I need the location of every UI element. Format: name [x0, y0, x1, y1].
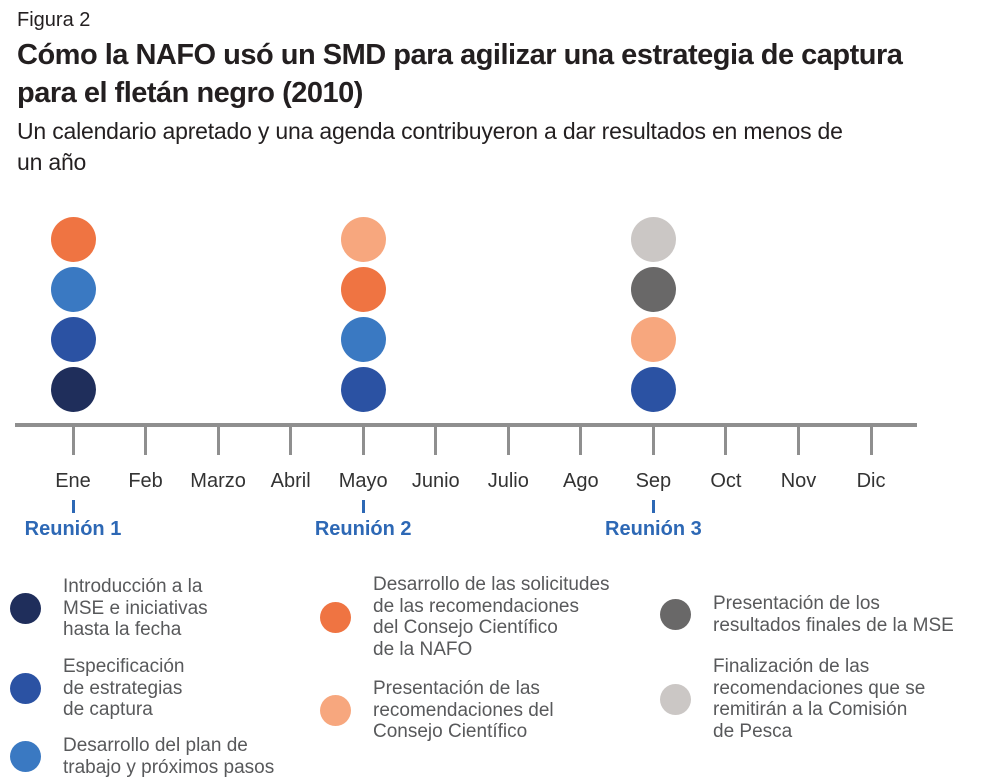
legend-text-line-2: resultados finales de la MSE: [713, 614, 954, 636]
meeting-2-dot-medium-blue: [340, 316, 386, 362]
month-label-sep: Sep: [635, 470, 672, 492]
month-label-julio: Julio: [487, 470, 529, 492]
figure-subtitle-line-2: un año: [17, 149, 87, 175]
legend-text-line-1: Presentación de los: [713, 593, 880, 614]
legend-item-text: Presentación de los resultados finales de…: [713, 593, 954, 636]
month-label-ene: Ene: [55, 470, 91, 492]
month-label-feb: Feb: [128, 470, 163, 492]
legend-text-line-1: Especificación: [63, 656, 185, 677]
legend-text-line-1: Desarrollo del plan de: [63, 735, 248, 756]
legend-text-line-3: Consejo Científico: [373, 721, 528, 742]
month-tick-oct: [724, 424, 728, 455]
month-label-marzo: Marzo: [190, 470, 246, 492]
legend-item-text: Desarrollo de las solicitudes de las reco…: [373, 574, 610, 660]
meeting-1-tick: [71, 500, 75, 513]
legend-item-dark-blue: Especificación de estrategias de captura: [10, 656, 184, 721]
legend-text-line-4: de la NAFO: [373, 638, 473, 660]
meeting-2-dot-orange: [340, 266, 386, 312]
legend-text-line-1: Introducción a la: [63, 576, 203, 597]
figure-title: Cómo la NAFO usó un SMD para agilizar un…: [17, 36, 903, 112]
meeting-2-tick: [361, 500, 365, 513]
legend-item-light-gray: Finalización de las recomendaciones que s…: [660, 656, 925, 742]
month-tick-sep: [651, 424, 655, 455]
legend-text-line-3: del Consejo Científico: [373, 617, 558, 638]
legend-text-line-3: remitirán a la Comisión: [713, 699, 908, 720]
legend-item-text: Finalización de las recomendaciones que s…: [713, 656, 925, 742]
legend-text-line-2: MSE e iniciativas: [63, 597, 208, 619]
month-tick-ene: [71, 424, 75, 455]
meeting-1-dot-dark-blue: [50, 316, 96, 362]
legend-text-line-2: de estrategias: [63, 677, 183, 699]
meeting-3-dot-light-gray: [630, 216, 676, 262]
month-tick-julio: [506, 424, 510, 455]
meeting-1-dot-medium-blue: [50, 266, 96, 312]
legend-item-navy: Introducción a la MSE e iniciativas hasta …: [10, 576, 208, 641]
legend-text-line-1: Presentación de las: [373, 678, 540, 699]
figure-title-line-2: para el fletán negro (2010): [17, 77, 363, 109]
meeting-3-tick: [651, 500, 655, 513]
meeting-1-label: Reunión 1: [24, 518, 122, 540]
legend-item-text: Especificación de estrategias de captura: [63, 656, 184, 721]
figure-label: Figura 2: [17, 9, 91, 31]
month-tick-dic: [869, 424, 873, 455]
month-tick-junio: [434, 424, 438, 455]
dark-gray-dot-icon: [660, 599, 691, 630]
month-label-dic: Dic: [856, 470, 886, 492]
figure-subtitle-line-1: Un calendario apretado y una agenda cont…: [17, 118, 843, 144]
legend-text-line-1: Desarrollo de las solicitudes: [373, 574, 610, 595]
legend-item-dark-gray: Presentación de los resultados finales de…: [660, 593, 954, 636]
month-tick-abril: [289, 424, 293, 455]
month-tick-ago: [579, 424, 583, 455]
navy-dot-icon: [10, 592, 41, 624]
meeting-2-dot-dark-blue: [340, 366, 386, 412]
legend-text-line-2: recomendaciones del: [373, 699, 554, 721]
legend-text-line-3: de captura: [63, 699, 153, 720]
meeting-2-label: Reunión 2: [314, 518, 412, 540]
meeting-1-dot-navy: [50, 366, 96, 412]
legend-text-line-3: hasta la fecha: [63, 619, 182, 640]
legend-item-text: Introducción a la MSE e iniciativas hasta …: [63, 576, 208, 641]
meeting-3-dot-dark-blue: [630, 366, 676, 412]
meeting-3-label: Reunión 3: [605, 518, 702, 540]
legend-text-line-2: de las recomendaciones: [373, 595, 579, 617]
month-label-nov: Nov: [780, 470, 817, 492]
month-tick-nov: [797, 424, 800, 455]
figure-subtitle: Un calendario apretado y una agenda cont…: [17, 116, 843, 178]
month-label-abril: Abril: [270, 470, 311, 492]
month-tick-feb: [144, 424, 148, 455]
legend-text-line-2: recomendaciones que se: [713, 677, 926, 699]
salmon-dot-icon: [320, 694, 351, 726]
figure-title-line-1: Cómo la NAFO usó un SMD para agilizar un…: [17, 39, 903, 71]
month-label-ago: Ago: [563, 470, 599, 492]
legend-text-line-4: de Pesca: [713, 720, 793, 742]
legend-item-text: Desarrollo del plan de trabajo y próximos…: [63, 735, 274, 778]
meeting-2-dot-salmon: [340, 216, 386, 262]
orange-dot-icon: [320, 601, 351, 633]
month-label-oct: Oct: [710, 470, 742, 492]
legend-text-line-2: trabajo y próximos pasos: [63, 756, 275, 778]
legend-text-line-1: Finalización de las: [713, 656, 870, 677]
legend-item-text: Presentación de las recomendaciones del Co…: [373, 678, 554, 743]
medium-blue-dot-icon: [10, 741, 41, 772]
month-tick-marzo: [216, 424, 220, 455]
meeting-3-dot-salmon: [630, 316, 676, 362]
legend-item-salmon: Presentación de las recomendaciones del Co…: [320, 678, 554, 743]
month-tick-mayo: [361, 424, 365, 455]
light-gray-dot-icon: [660, 683, 691, 715]
month-label-junio: Junio: [411, 470, 460, 492]
legend-item-medium-blue: Desarrollo del plan de trabajo y próximos…: [10, 735, 274, 778]
meeting-1-dot-orange: [50, 216, 96, 262]
timeline-axis: [15, 423, 917, 427]
month-label-mayo: Mayo: [338, 470, 388, 492]
dark-blue-dot-icon: [10, 672, 41, 704]
meeting-3-dot-dark-gray: [630, 266, 676, 312]
legend-item-orange: Desarrollo de las solicitudes de las reco…: [320, 574, 610, 660]
